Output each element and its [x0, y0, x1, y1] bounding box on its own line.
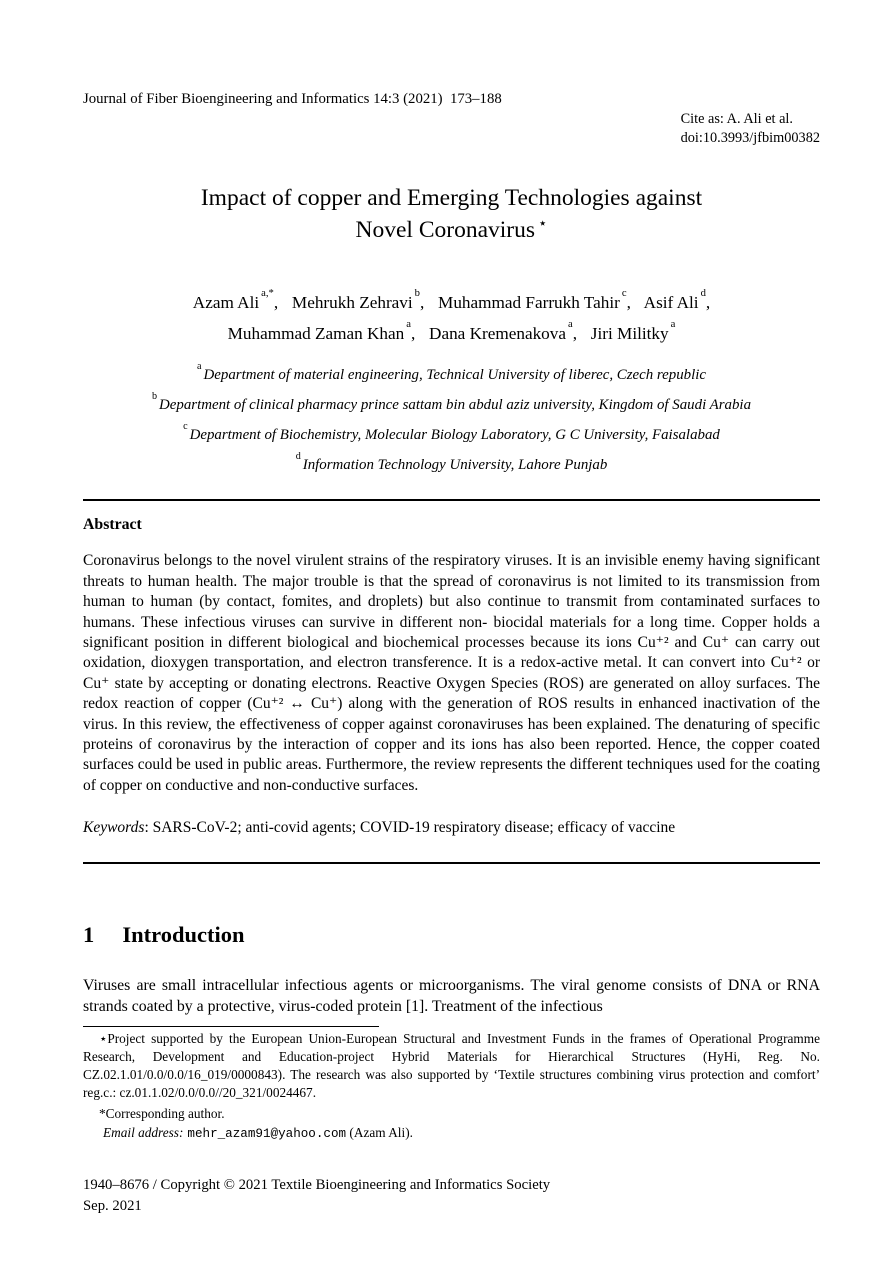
author-affil-sup: a	[406, 318, 411, 330]
page-footer: 1940–8676 / Copyright © 2021 Textile Bio…	[83, 1175, 820, 1217]
abstract-text: Coronavirus belongs to the novel virulen…	[83, 552, 820, 794]
paper-title: Impact of copper and Emerging Technologi…	[83, 183, 820, 249]
author: Muhammad Zaman Khan a,	[227, 318, 416, 343]
section-title: Introduction	[122, 922, 245, 948]
author: Dana Kremenakova a,	[429, 318, 578, 343]
author-affil-sup: a	[568, 318, 573, 330]
affiliation: aDepartment of material engineering, Tec…	[197, 360, 706, 384]
section-heading-introduction: 1 Introduction	[83, 922, 820, 948]
keywords-label: Keywords	[83, 819, 145, 837]
abstract-heading: Abstract	[83, 516, 142, 534]
doi-line: doi:10.3993/jfbim00382	[680, 129, 820, 146]
author: Asif Ali d,	[643, 287, 711, 312]
email-address: mehr_azam91@yahoo.com	[187, 1126, 347, 1141]
author: Mehrukh Zehravi b,	[291, 287, 425, 312]
cite-as-line: Cite as: A. Ali et al.	[680, 111, 793, 127]
footnote-rule	[83, 1026, 379, 1028]
introduction-paragraph: Viruses are small intracellular infectio…	[83, 977, 820, 1016]
cite-block-wrap: Cite as: A. Ali et al. doi:10.3993/jfbim…	[83, 110, 820, 147]
journal-header-line: Journal of Fiber Bioengineering and Info…	[83, 91, 502, 107]
author: Muhammad Farrukh Tahir c,	[438, 287, 631, 312]
section-number: 1	[83, 922, 95, 948]
author-affil-sup: c	[621, 287, 627, 299]
email-label: Email address:	[103, 1124, 184, 1140]
abstract-top-rule	[83, 499, 820, 502]
paper-title-line2: Novel Coronavirus ⋆	[355, 216, 548, 243]
author-affil-sup: d	[700, 287, 706, 299]
author-list: Azam Ali a,*, Mehrukh Zehravi b, Muhammad …	[83, 285, 820, 347]
footnote-email-line: Email address: mehr_azam91@yahoo.com (Aza…	[83, 1124, 820, 1144]
keywords-text: : SARS-CoV-2; anti-covid agents; COVID-1…	[144, 819, 676, 837]
affiliation-list: aDepartment of material engineering, Tec…	[83, 358, 820, 478]
keywords-line: Keywords: SARS-CoV-2; anti-covid agents;…	[83, 819, 820, 837]
author-affil-sup: a	[670, 318, 676, 330]
author-affil-sup: b	[414, 287, 420, 299]
author: Azam Ali a,*,	[192, 287, 279, 312]
author-line-1: Azam Ali a,*, Mehrukh Zehravi b, Muhammad …	[83, 285, 820, 316]
paper-title-line1: Impact of copper and Emerging Technologi…	[200, 185, 703, 211]
footer-issn-copyright: 1940–8676 / Copyright © 2021 Textile Bio…	[83, 1176, 551, 1193]
affiliation: dInformation Technology University, Laho…	[295, 450, 608, 474]
title-star-icon: ⋆	[538, 216, 548, 233]
cite-block: Cite as: A. Ali et al. doi:10.3993/jfbim…	[681, 110, 820, 147]
abstract-bottom-rule	[83, 862, 820, 865]
footnote-project-support: ⋆Project supported by the European Union…	[83, 1031, 820, 1100]
author-affil-sup: a,*	[261, 287, 274, 299]
author-line-2: Muhammad Zaman Khan a, Dana Kremenakova a,…	[83, 316, 820, 347]
affiliation: cDepartment of Biochemistry, Molecular B…	[183, 420, 720, 444]
author: Jiri Militky a	[590, 318, 676, 343]
footnote-corresponding-author: *Corresponding author.	[99, 1105, 225, 1121]
email-suffix: (Azam Ali).	[346, 1124, 413, 1140]
affiliation: bDepartment of clinical pharmacy prince …	[151, 390, 752, 414]
footer-date: Sep. 2021	[83, 1197, 142, 1214]
